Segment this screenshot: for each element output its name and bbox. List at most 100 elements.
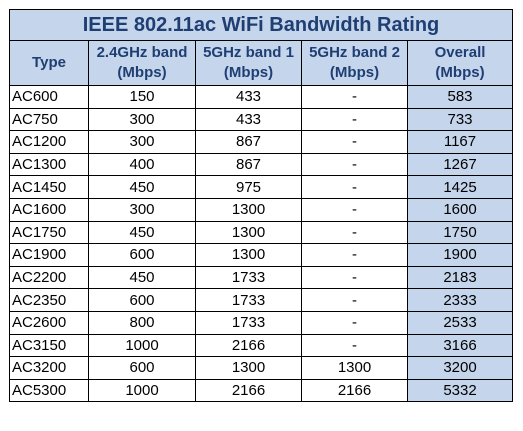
column-header-5ghz-band-2: 5GHz band 2 (Mbps) [301, 40, 408, 86]
cell-5ghz-band-2: - [301, 288, 408, 312]
table-row: AC5300 1000 2166 2166 5332 [9, 378, 513, 403]
cell-type: AC3200 [9, 356, 89, 380]
column-header-2-4ghz: 2.4GHz band (Mbps) [88, 40, 196, 86]
column-header-2-4ghz-unit: (Mbps) [117, 64, 167, 81]
cell-5ghz-band-2: - [301, 85, 408, 109]
cell-overall: 3200 [407, 356, 513, 380]
bandwidth-rating-table: IEEE 802.11ac WiFi Bandwidth Rating Type… [9, 9, 513, 403]
cell-2-4ghz: 1000 [88, 333, 196, 358]
table-row: AC2350 600 1733 - 2333 [9, 288, 513, 312]
cell-2-4ghz: 400 [88, 152, 196, 177]
cell-2-4ghz: 300 [88, 197, 196, 222]
cell-5ghz-band-1: 2166 [195, 378, 302, 403]
cell-2-4ghz: 600 [88, 288, 196, 312]
cell-5ghz-band-1: 433 [195, 85, 302, 109]
column-header-type: Type [9, 40, 89, 86]
cell-2-4ghz: 300 [88, 130, 196, 154]
cell-type: AC600 [9, 85, 89, 109]
cell-overall: 5332 [407, 378, 513, 403]
cell-5ghz-band-2: - [301, 197, 408, 222]
cell-5ghz-band-1: 1300 [195, 243, 302, 267]
cell-5ghz-band-2: - [301, 333, 408, 358]
cell-overall: 2183 [407, 265, 513, 290]
cell-type: AC5300 [9, 378, 89, 403]
cell-type: AC2200 [9, 265, 89, 290]
column-header-type-label: Type [32, 54, 66, 71]
table-title: IEEE 802.11ac WiFi Bandwidth Rating [9, 9, 513, 41]
cell-5ghz-band-1: 1300 [195, 356, 302, 380]
cell-5ghz-band-1: 433 [195, 107, 302, 132]
cell-5ghz-band-1: 1733 [195, 265, 302, 290]
cell-overall: 2533 [407, 310, 513, 335]
cell-5ghz-band-2: - [301, 310, 408, 335]
cell-5ghz-band-2: - [301, 152, 408, 177]
table-row: AC1600 300 1300 - 1600 [9, 197, 513, 222]
column-header-5ghz-band-1-label: 5GHz band 1 [203, 44, 294, 61]
column-header-2-4ghz-label: 2.4GHz band [96, 44, 188, 61]
cell-overall: 2333 [407, 288, 513, 312]
cell-5ghz-band-1: 1300 [195, 220, 302, 245]
cell-type: AC1600 [9, 197, 89, 222]
cell-2-4ghz: 450 [88, 265, 196, 290]
cell-type: AC1200 [9, 130, 89, 154]
cell-overall: 583 [407, 85, 513, 109]
column-header-5ghz-band-2-unit: (Mbps) [329, 64, 380, 81]
table-row: AC600 150 433 - 583 [9, 85, 513, 109]
cell-5ghz-band-2: - [301, 265, 408, 290]
column-header-overall-label: Overall [434, 44, 486, 61]
table-row: AC2600 800 1733 - 2533 [9, 310, 513, 335]
cell-overall: 1167 [407, 130, 513, 154]
table-row: AC750 300 433 - 733 [9, 107, 513, 132]
cell-2-4ghz: 450 [88, 175, 196, 199]
cell-overall: 1267 [407, 152, 513, 177]
cell-overall: 1900 [407, 243, 513, 267]
cell-type: AC1300 [9, 152, 89, 177]
column-header-5ghz-band-1: 5GHz band 1 (Mbps) [195, 40, 302, 86]
cell-5ghz-band-2: 1300 [301, 356, 408, 380]
cell-5ghz-band-1: 1733 [195, 310, 302, 335]
cell-type: AC750 [9, 107, 89, 132]
cell-type: AC2600 [9, 310, 89, 335]
cell-type: AC1450 [9, 175, 89, 199]
column-header-overall-unit: (Mbps) [435, 64, 485, 81]
table-row: AC1300 400 867 - 1267 [9, 152, 513, 177]
cell-2-4ghz: 450 [88, 220, 196, 245]
column-header-overall: Overall (Mbps) [407, 40, 513, 86]
cell-type: AC3150 [9, 333, 89, 358]
cell-5ghz-band-1: 867 [195, 130, 302, 154]
table-row: AC3200 600 1300 1300 3200 [9, 356, 513, 380]
table-row: AC3150 1000 2166 - 3166 [9, 333, 513, 358]
cell-2-4ghz: 600 [88, 243, 196, 267]
cell-overall: 1425 [407, 175, 513, 199]
cell-overall: 1750 [407, 220, 513, 245]
header-row: Type 2.4GHz band (Mbps) 5GHz band 1 (Mbp… [9, 40, 513, 86]
cell-type: AC1750 [9, 220, 89, 245]
column-header-5ghz-band-2-label: 5GHz band 2 [309, 44, 400, 61]
cell-5ghz-band-2: - [301, 107, 408, 132]
cell-5ghz-band-2: - [301, 175, 408, 199]
cell-type: AC1900 [9, 243, 89, 267]
cell-5ghz-band-2: 2166 [301, 378, 408, 403]
bandwidth-table-container: IEEE 802.11ac WiFi Bandwidth Rating Type… [9, 9, 513, 403]
cell-5ghz-band-1: 867 [195, 152, 302, 177]
table-row: AC1750 450 1300 - 1750 [9, 220, 513, 245]
table-row: AC1200 300 867 - 1167 [9, 130, 513, 154]
cell-5ghz-band-1: 975 [195, 175, 302, 199]
table-row: AC2200 450 1733 - 2183 [9, 265, 513, 290]
cell-5ghz-band-1: 2166 [195, 333, 302, 358]
cell-2-4ghz: 1000 [88, 378, 196, 403]
cell-2-4ghz: 800 [88, 310, 196, 335]
table-row: AC1450 450 975 - 1425 [9, 175, 513, 199]
cell-overall: 733 [407, 107, 513, 132]
cell-5ghz-band-2: - [301, 243, 408, 267]
cell-overall: 3166 [407, 333, 513, 358]
table-row: AC1900 600 1300 - 1900 [9, 243, 513, 267]
cell-type: AC2350 [9, 288, 89, 312]
cell-5ghz-band-1: 1733 [195, 288, 302, 312]
column-header-5ghz-band-1-unit: (Mbps) [223, 64, 274, 81]
cell-overall: 1600 [407, 197, 513, 222]
cell-5ghz-band-2: - [301, 130, 408, 154]
cell-2-4ghz: 300 [88, 107, 196, 132]
cell-2-4ghz: 600 [88, 356, 196, 380]
cell-2-4ghz: 150 [88, 85, 196, 109]
